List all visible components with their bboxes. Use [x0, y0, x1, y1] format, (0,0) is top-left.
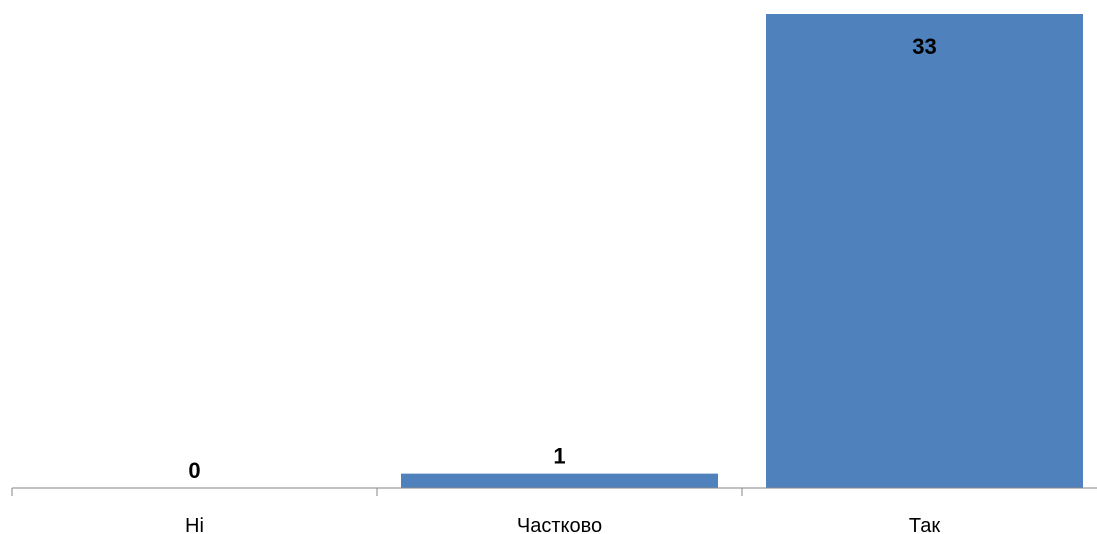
x-axis — [11, 487, 1097, 496]
category-label-1: Частково — [517, 515, 602, 534]
data-label-2: 33 — [912, 34, 936, 59]
bars-layer — [401, 14, 1083, 488]
bar-1 — [401, 473, 718, 488]
bar-2 — [766, 14, 1083, 488]
category-labels-layer: Ні Частково Так — [185, 515, 940, 534]
data-label-0: 0 — [188, 458, 200, 483]
category-label-2: Так — [909, 515, 940, 534]
data-label-1: 1 — [553, 444, 565, 469]
data-labels-layer: 0 1 33 — [188, 34, 936, 483]
category-label-0: Ні — [185, 515, 204, 534]
